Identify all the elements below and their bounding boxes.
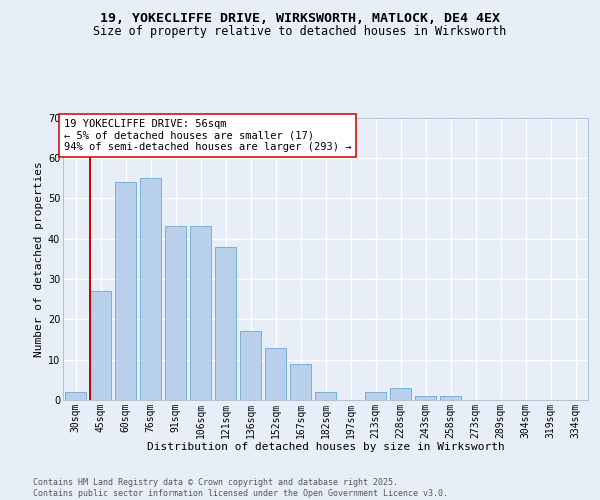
Bar: [440, 396, 461, 400]
Text: Contains HM Land Registry data © Crown copyright and database right 2025.
Contai: Contains HM Land Registry data © Crown c…: [33, 478, 448, 498]
Bar: [190, 226, 211, 400]
Text: Size of property relative to detached houses in Wirksworth: Size of property relative to detached ho…: [94, 25, 506, 38]
Y-axis label: Number of detached properties: Number of detached properties: [34, 161, 44, 356]
Text: 19, YOKECLIFFE DRIVE, WIRKSWORTH, MATLOCK, DE4 4EX: 19, YOKECLIFFE DRIVE, WIRKSWORTH, MATLOC…: [100, 12, 500, 26]
Bar: [290, 364, 311, 400]
Bar: [165, 226, 186, 400]
Bar: [365, 392, 386, 400]
Bar: [115, 182, 136, 400]
Text: 19 YOKECLIFFE DRIVE: 56sqm
← 5% of detached houses are smaller (17)
94% of semi-: 19 YOKECLIFFE DRIVE: 56sqm ← 5% of detac…: [64, 119, 352, 152]
Bar: [265, 348, 286, 400]
Bar: [140, 178, 161, 400]
Bar: [315, 392, 336, 400]
Bar: [65, 392, 86, 400]
Bar: [390, 388, 411, 400]
Bar: [240, 332, 261, 400]
Bar: [90, 291, 111, 400]
X-axis label: Distribution of detached houses by size in Wirksworth: Distribution of detached houses by size …: [146, 442, 505, 452]
Bar: [415, 396, 436, 400]
Bar: [215, 246, 236, 400]
